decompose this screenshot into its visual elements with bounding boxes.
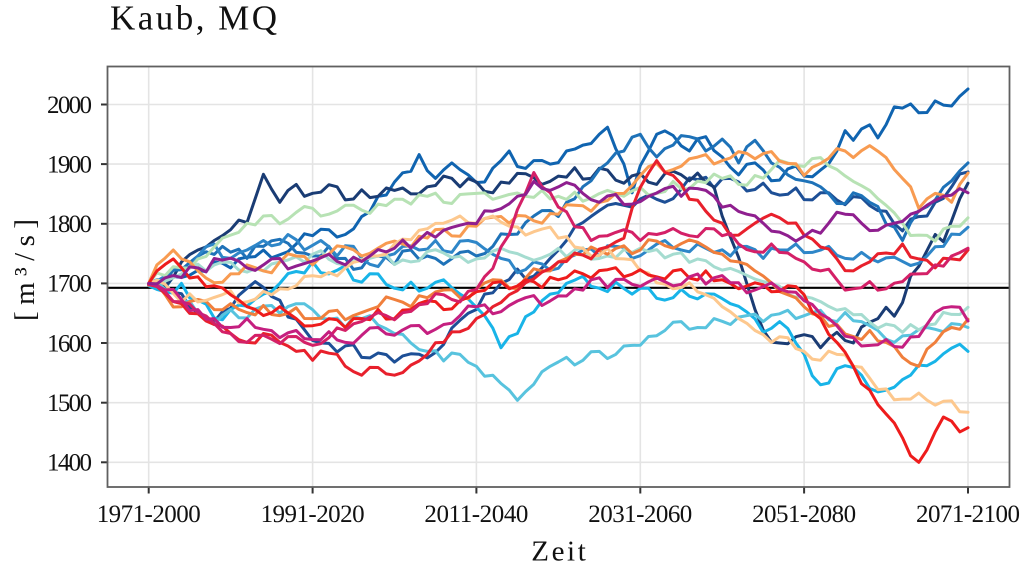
svg-text:1600: 1600 [47,330,92,357]
svg-text:[m³/s]: [m³/s] [9,219,41,321]
svg-text:1700: 1700 [47,271,92,298]
svg-text:1991-2020: 1991-2020 [261,501,365,528]
svg-text:2031-2060: 2031-2060 [588,501,692,528]
svg-text:1971-2000: 1971-2000 [97,501,201,528]
svg-text:1500: 1500 [47,390,92,417]
svg-text:1800: 1800 [47,211,92,238]
svg-text:2000: 2000 [47,92,92,119]
svg-text:Kaub, MQ: Kaub, MQ [110,0,277,38]
svg-text:1400: 1400 [47,450,92,477]
svg-text:2011-2040: 2011-2040 [424,501,528,528]
svg-text:2071-2100: 2071-2100 [916,501,1020,528]
svg-text:Zeit: Zeit [531,536,586,567]
svg-text:1900: 1900 [47,151,92,178]
svg-text:2051-2080: 2051-2080 [752,501,856,528]
